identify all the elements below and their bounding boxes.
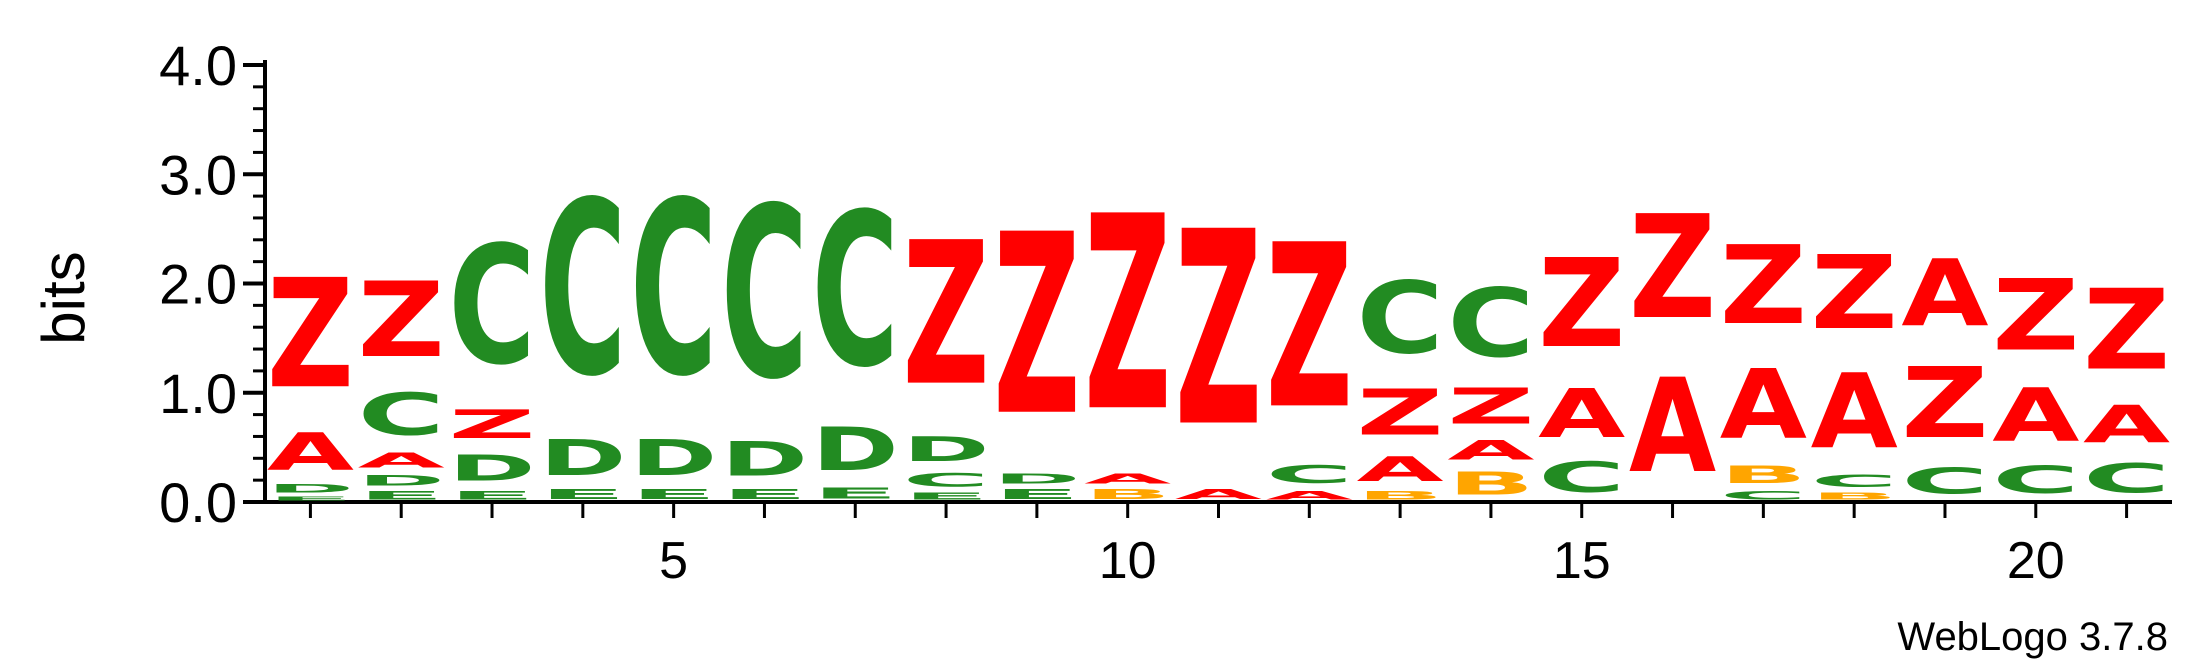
- x-tick-label: 5: [659, 532, 688, 590]
- x-axis: 5 10 15 20: [265, 500, 2172, 590]
- logo-letter-e: E: [539, 487, 626, 502]
- y-tick-label: 3.0: [159, 143, 237, 206]
- logo-letter-d: D: [902, 430, 989, 469]
- logo-letter-z: Z: [1266, 197, 1353, 459]
- logo-letter-d: D: [721, 433, 808, 487]
- logo-letter-e: E: [267, 495, 354, 502]
- logo-letter-c: C: [1538, 453, 1625, 502]
- logo-letter-c: C: [1811, 472, 1898, 492]
- logo-letter-d: D: [358, 472, 445, 489]
- logo-letter-a: A: [1992, 374, 2080, 459]
- logo-letter-z: Z: [1447, 378, 1534, 435]
- logo-letter-d: D: [993, 471, 1080, 486]
- logo-letter-z: Z: [902, 202, 989, 430]
- logo-letter-a: A: [1720, 349, 1807, 461]
- logo-letter-c: C: [1357, 260, 1444, 376]
- logo-letter-d: D: [539, 430, 626, 487]
- logo-letter-e: E: [630, 487, 717, 502]
- y-axis-title: bits: [30, 251, 97, 344]
- letter-stacks: EDAZEDACZEDZCEDCEDCEDCEDCECDZEDZBAZAZACZ…: [267, 151, 2171, 502]
- logo-letter-z: Z: [1811, 235, 1898, 353]
- logo-letter-c: C: [539, 151, 626, 430]
- logo-letter-a: A: [1175, 487, 1262, 502]
- logo-letter-e: E: [448, 489, 535, 502]
- logo-letter-b: B: [1084, 487, 1171, 502]
- logo-letter-a: A: [1084, 471, 1171, 486]
- logo-letter-c: C: [1720, 489, 1807, 502]
- logo-letter-z: Z: [448, 402, 535, 448]
- logo-letter-b: B: [1447, 466, 1534, 502]
- logo-letter-c: C: [812, 169, 899, 414]
- logo-letter-e: E: [812, 485, 899, 502]
- logo-letter-b: B: [1720, 461, 1807, 489]
- logo-letter-z: Z: [1901, 346, 1988, 460]
- logo-letter-a: A: [358, 449, 446, 473]
- logo-letter-e: E: [902, 491, 989, 502]
- logo-letter-e: E: [993, 487, 1080, 502]
- logo-letter-z: Z: [1629, 186, 1716, 351]
- logo-letter-z: Z: [267, 248, 354, 422]
- logo-letter-z: Z: [993, 183, 1080, 472]
- logo-letter-e: E: [721, 487, 808, 502]
- logo-letter-a: A: [1538, 375, 1626, 453]
- logo-letter-a: A: [2083, 395, 2170, 455]
- logo-letter-a: A: [1447, 436, 1534, 467]
- x-tick-label: 20: [2007, 532, 2065, 590]
- weblogo-version-label: WebLogo 3.7.8: [1897, 615, 2168, 659]
- logo-letter-c: C: [1901, 461, 1988, 502]
- logo-letter-a: A: [1901, 241, 1989, 347]
- logo-letter-d: D: [630, 430, 717, 487]
- logo-letter-z: Z: [1175, 175, 1262, 486]
- logo-letter-z: Z: [1084, 160, 1171, 471]
- y-axis: 0.0 1.0 2.0 3.0 4.0: [159, 34, 267, 534]
- logo-letter-c: C: [721, 157, 808, 431]
- logo-letter-a: A: [1357, 450, 1444, 489]
- logo-letter-z: Z: [1992, 258, 2079, 373]
- logo-letter-a: A: [1629, 350, 1716, 501]
- logo-letter-z: Z: [1538, 233, 1625, 375]
- logo-letter-a: A: [1266, 489, 1353, 502]
- logo-letter-e: E: [358, 489, 445, 502]
- logo-letter-z: Z: [358, 261, 445, 381]
- y-tick-label: 1.0: [159, 362, 237, 425]
- logo-letter-z: Z: [1357, 376, 1444, 449]
- logo-letter-z: Z: [1720, 223, 1807, 349]
- logo-letter-a: A: [267, 422, 354, 482]
- logo-letter-d: D: [812, 415, 899, 484]
- logo-letter-c: C: [1447, 269, 1534, 379]
- logo-letter-a: A: [1811, 353, 1898, 472]
- logo-letter-d: D: [448, 448, 535, 489]
- x-tick-label: 10: [1099, 532, 1157, 590]
- logo-letter-b: B: [1357, 489, 1444, 502]
- y-tick-label: 4.0: [159, 34, 237, 97]
- y-tick-label: 2.0: [159, 253, 237, 316]
- logo-letter-c: C: [1266, 460, 1353, 489]
- logo-letter-d: D: [267, 482, 354, 495]
- logo-letter-c: C: [448, 211, 535, 401]
- logo-letter-c: C: [630, 151, 717, 430]
- logo-letter-c: C: [2083, 455, 2170, 502]
- logo-letter-c: C: [1992, 458, 2079, 502]
- logo-letter-z: Z: [2083, 267, 2170, 395]
- x-tick-label: 15: [1553, 532, 1611, 590]
- logo-letter-c: C: [358, 381, 445, 449]
- y-tick-label: 0.0: [159, 471, 237, 534]
- logo-letter-b: B: [1811, 491, 1898, 502]
- logo-letter-c: C: [902, 469, 989, 491]
